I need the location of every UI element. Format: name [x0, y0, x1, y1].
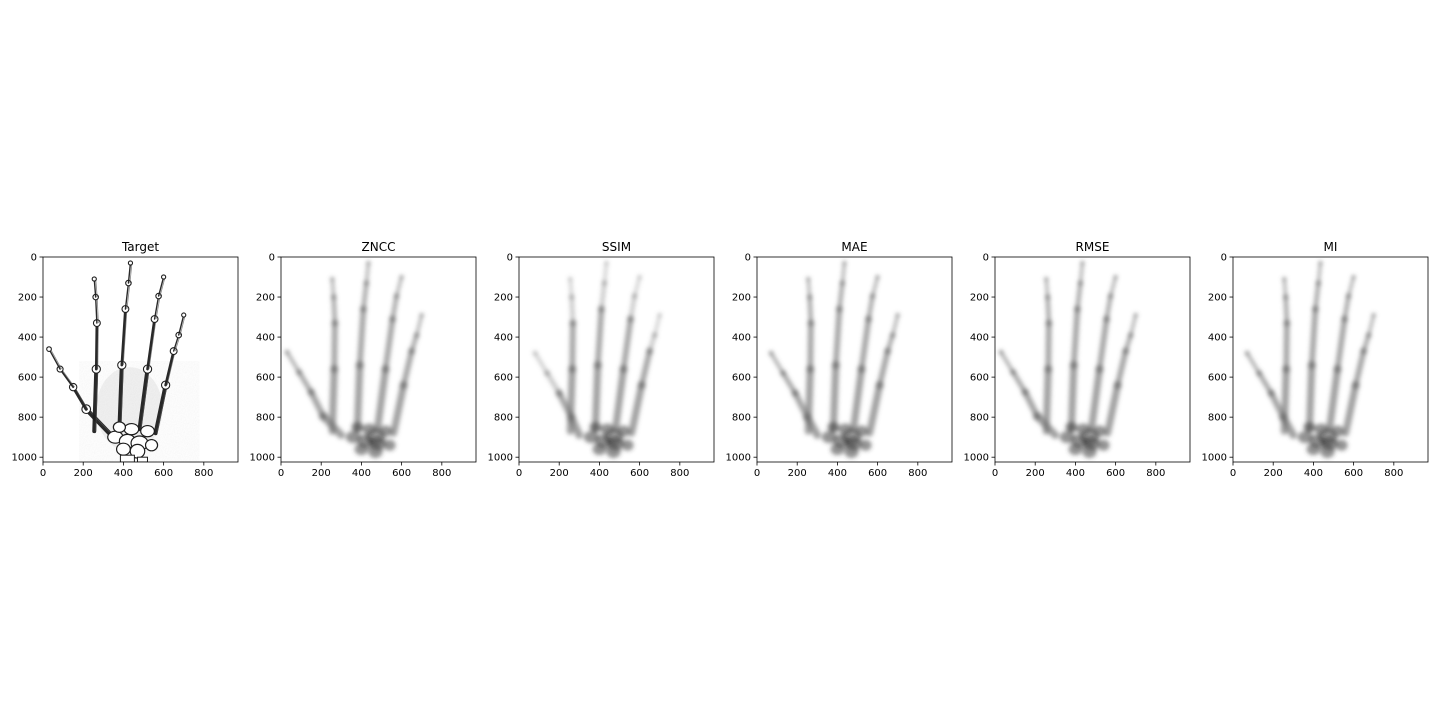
y-tick-label: 200 — [732, 293, 751, 304]
panel-mae: MAE 0 200 400 600 800 0 200 400 600 800 1000 — [726, 240, 953, 479]
x-tick-label: 0 — [516, 468, 522, 479]
panel-title: MAE — [841, 240, 867, 254]
y-tick-label: 200 — [256, 293, 275, 304]
y-tick-label: 0 — [507, 253, 513, 264]
x-tick-label: 800 — [194, 468, 213, 479]
y-tick-label: 400 — [732, 333, 751, 344]
panel-mi: MI 0 200 400 600 800 0 200 400 600 800 1000 — [1202, 240, 1429, 479]
hand-xray-image — [284, 260, 424, 458]
y-tick-label: 600 — [1208, 373, 1227, 384]
x-tick-label: 400 — [1066, 468, 1085, 479]
y-tick-label: 0 — [983, 253, 989, 264]
x-tick-label: 200 — [312, 468, 331, 479]
y-tick-label: 1000 — [964, 453, 989, 464]
x-tick-label: 0 — [992, 468, 998, 479]
panel-target: Target 0 200 400 600 800 0 200 400 600 800 1000 — [12, 240, 239, 479]
y-tick-label: 800 — [18, 413, 37, 424]
x-tick-label: 600 — [392, 468, 411, 479]
x-tick-label: 200 — [1264, 468, 1283, 479]
hand-xray-image — [532, 260, 662, 458]
axes-frame — [994, 256, 1191, 463]
x-tick-label: 0 — [278, 468, 284, 479]
x-tick-label: 0 — [40, 468, 46, 479]
panel-title: Target — [121, 240, 159, 254]
x-tick-label: 200 — [1026, 468, 1045, 479]
panel-title: RMSE — [1076, 240, 1110, 254]
x-tick-label: 600 — [868, 468, 887, 479]
axes-frame — [756, 256, 953, 463]
y-tick-label: 800 — [1208, 413, 1227, 424]
x-tick-label: 800 — [1384, 468, 1403, 479]
x-tick-label: 600 — [154, 468, 173, 479]
x-tick-label: 0 — [1230, 468, 1236, 479]
y-tick-label: 800 — [732, 413, 751, 424]
x-tick-label: 400 — [1304, 468, 1323, 479]
x-tick-label: 400 — [114, 468, 133, 479]
y-tick-label: 800 — [256, 413, 275, 424]
x-tick-label: 400 — [352, 468, 371, 479]
y-tick-label: 200 — [1208, 293, 1227, 304]
x-tick-label: 600 — [1106, 468, 1125, 479]
y-tick-label: 200 — [494, 293, 513, 304]
hand-xray-image — [1244, 260, 1376, 458]
hand-xray-image — [998, 260, 1138, 458]
y-tick-label: 600 — [256, 373, 275, 384]
hand-xray-image — [768, 260, 900, 458]
panel-title: SSIM — [602, 240, 631, 254]
y-tick-label: 400 — [494, 333, 513, 344]
y-tick-label: 0 — [269, 253, 275, 264]
panel-title: ZNCC — [362, 240, 396, 254]
x-tick-label: 200 — [550, 468, 569, 479]
x-tick-label: 800 — [1146, 468, 1165, 479]
y-tick-label: 1000 — [250, 453, 275, 464]
x-tick-label: 400 — [828, 468, 847, 479]
y-tick-label: 1000 — [488, 453, 513, 464]
panel-rmse: RMSE 0 200 400 600 800 0 200 400 600 800 1000 — [964, 240, 1191, 479]
x-tick-label: 800 — [432, 468, 451, 479]
axes-frame — [1232, 256, 1429, 463]
y-tick-label: 400 — [1208, 333, 1227, 344]
y-tick-label: 1000 — [12, 453, 37, 464]
x-tick-label: 800 — [670, 468, 689, 479]
y-tick-label: 200 — [18, 293, 37, 304]
x-tick-label: 600 — [630, 468, 649, 479]
y-tick-label: 800 — [970, 413, 989, 424]
y-tick-label: 800 — [494, 413, 513, 424]
y-tick-label: 1000 — [1202, 453, 1227, 464]
x-tick-label: 200 — [74, 468, 93, 479]
panel-ssim: SSIM 0 200 400 600 800 0 200 400 600 800 1000 — [488, 240, 715, 479]
panel-title: MI — [1324, 240, 1338, 254]
y-tick-label: 200 — [970, 293, 989, 304]
axes-frame — [42, 256, 239, 463]
x-tick-label: 800 — [908, 468, 927, 479]
axes-frame — [280, 256, 477, 463]
y-tick-label: 400 — [18, 333, 37, 344]
x-tick-label: 200 — [788, 468, 807, 479]
y-tick-label: 0 — [31, 253, 37, 264]
x-tick-label: 600 — [1344, 468, 1363, 479]
y-tick-label: 600 — [18, 373, 37, 384]
y-tick-label: 600 — [732, 373, 751, 384]
y-tick-label: 0 — [1221, 253, 1227, 264]
y-tick-label: 400 — [970, 333, 989, 344]
x-tick-label: 400 — [590, 468, 609, 479]
axes-frame — [518, 256, 715, 463]
y-tick-label: 0 — [745, 253, 751, 264]
y-tick-label: 400 — [256, 333, 275, 344]
panel-zncc: ZNCC 0 200 400 600 800 0 200 400 600 800 1000 — [250, 240, 477, 479]
y-tick-label: 1000 — [726, 453, 751, 464]
y-tick-label: 600 — [970, 373, 989, 384]
hand-xray-image — [46, 260, 200, 462]
y-tick-label: 600 — [494, 373, 513, 384]
x-tick-label: 0 — [754, 468, 760, 479]
